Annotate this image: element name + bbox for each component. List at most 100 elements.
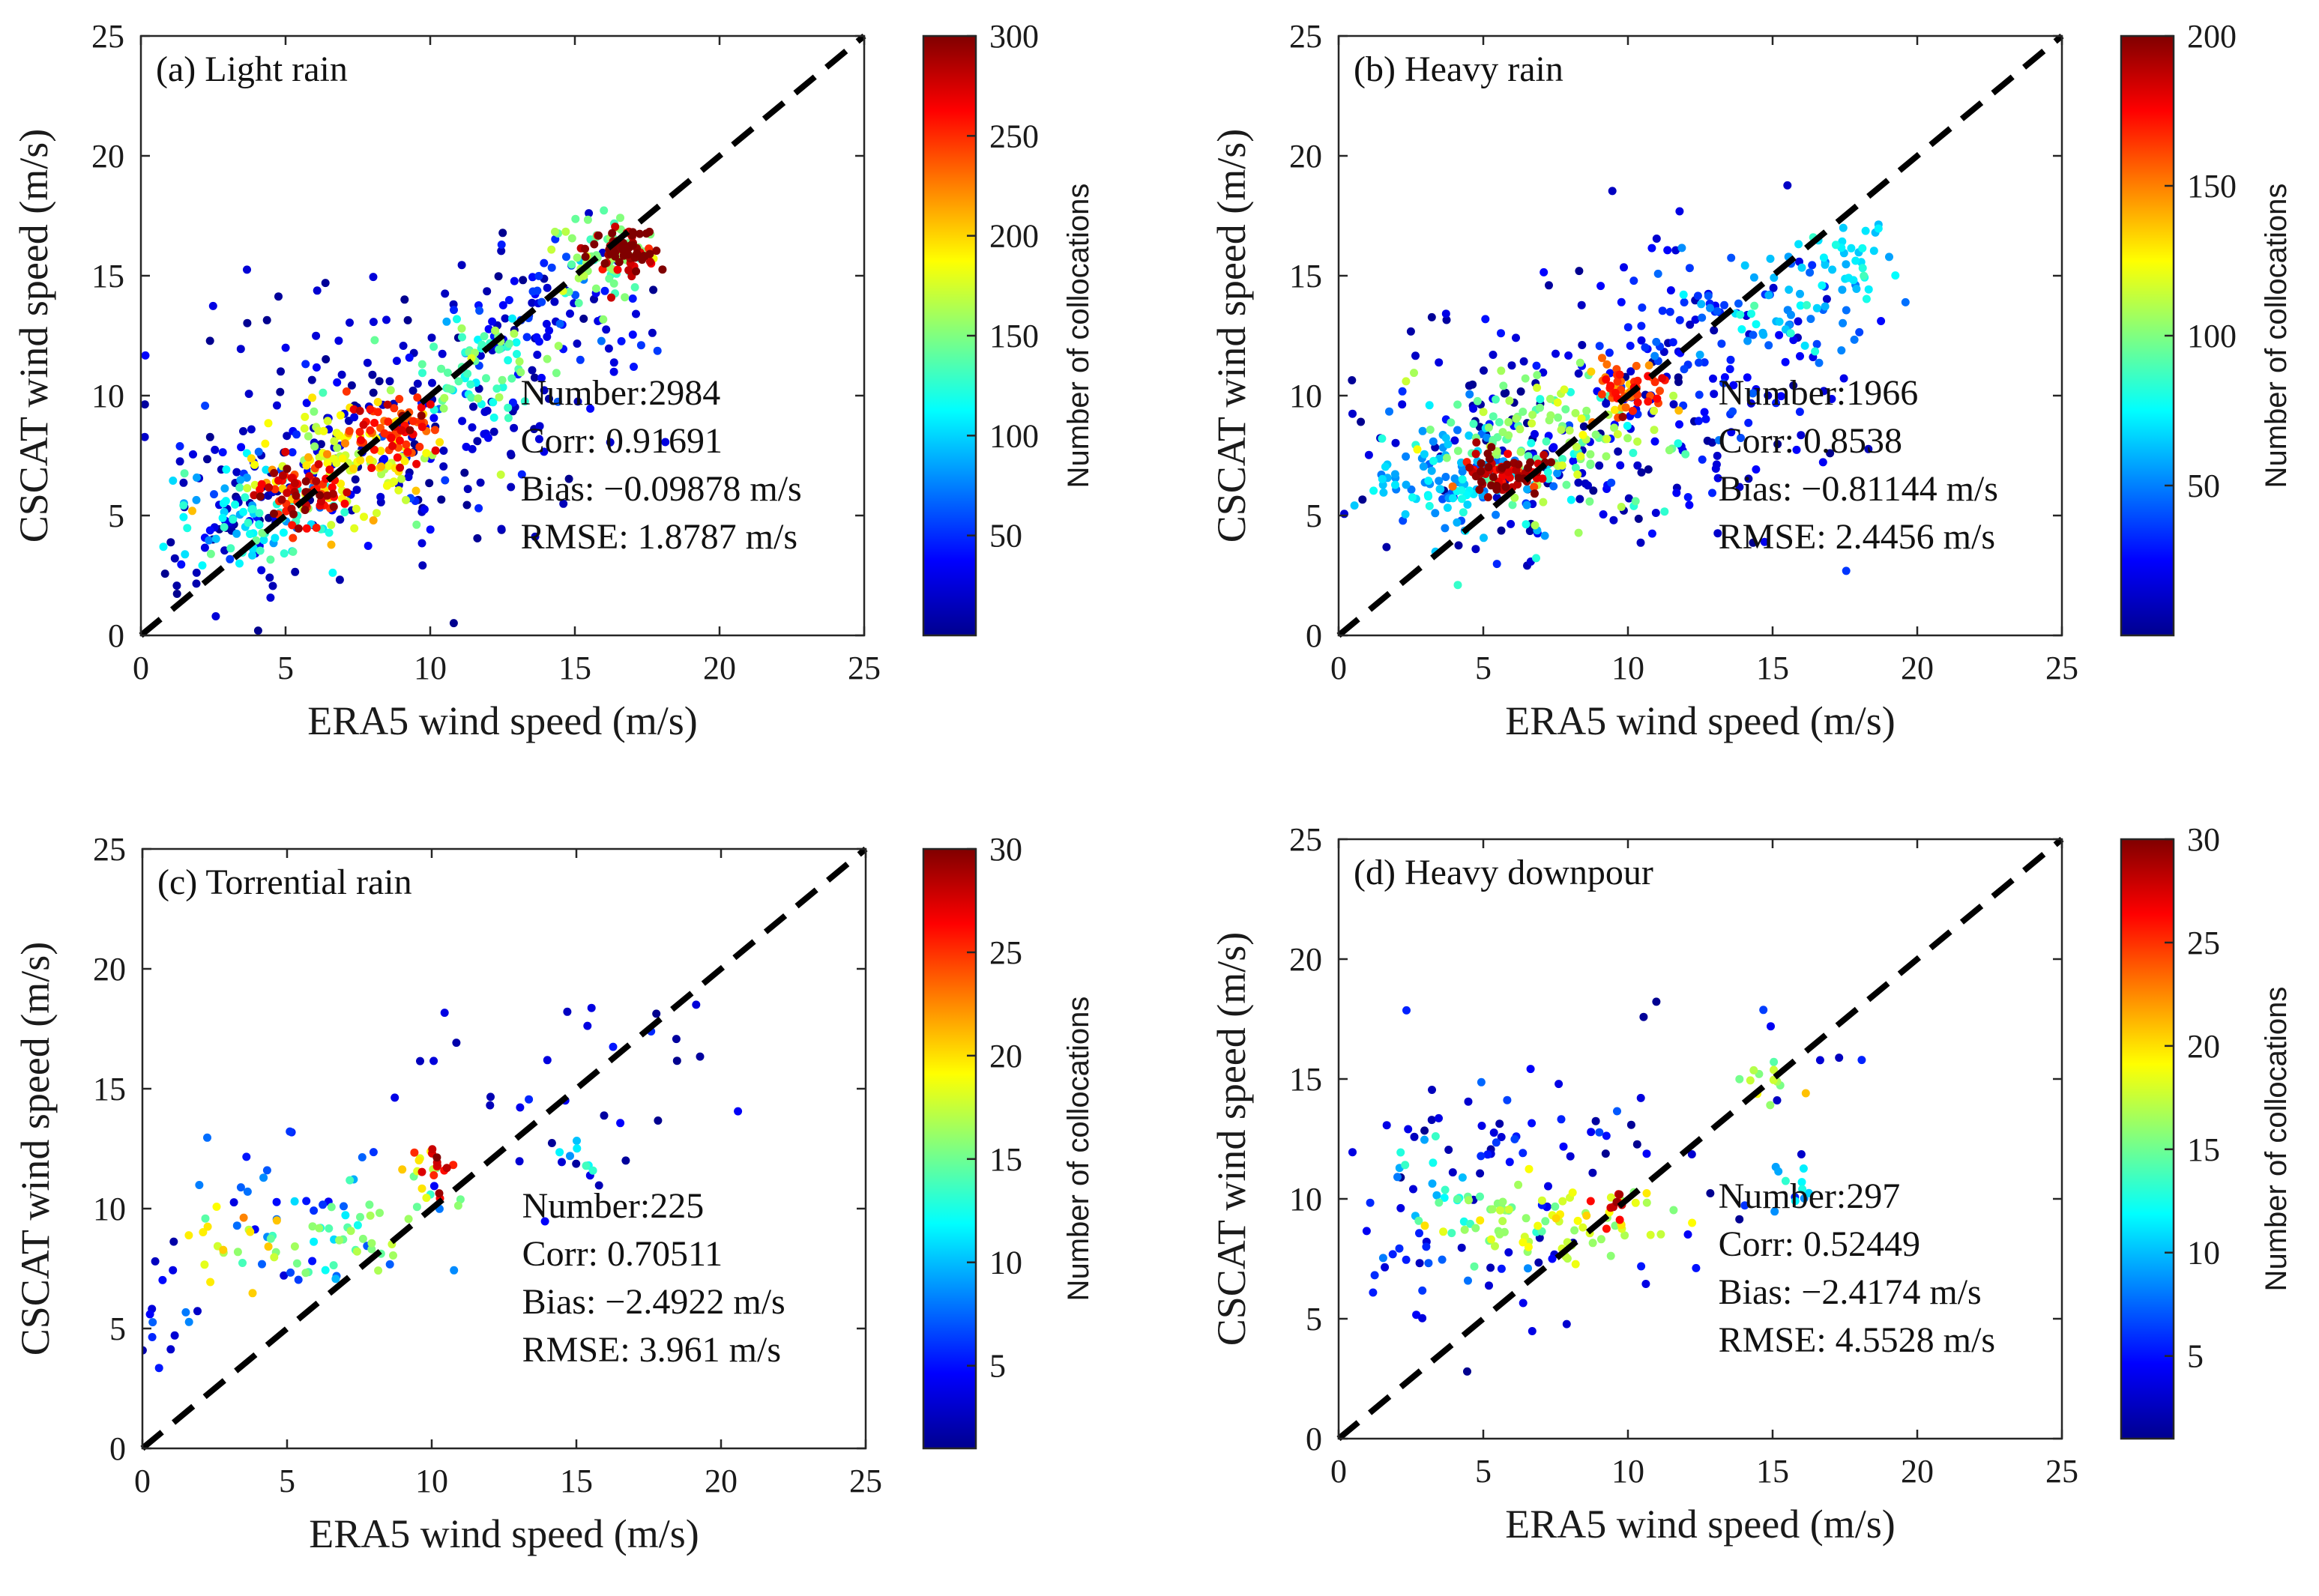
scatter-point	[504, 339, 513, 348]
scatter-point	[1602, 452, 1611, 461]
colorbar-tick-label: 50	[2187, 468, 2220, 504]
scatter-point	[266, 593, 275, 602]
scatter-point	[1713, 529, 1722, 538]
scatter-point	[1504, 417, 1513, 426]
y-axis-label: CSCAT wind speed (m/s)	[1209, 129, 1254, 543]
scatter-point	[1573, 470, 1582, 479]
scatter-point	[286, 1268, 295, 1277]
scatter-point	[1530, 483, 1539, 492]
scatter-point	[1652, 997, 1661, 1006]
y-tick-label: 25	[93, 831, 126, 868]
scatter-point	[1632, 1140, 1641, 1149]
scatter-point	[1891, 271, 1900, 280]
scatter-point	[1503, 1095, 1512, 1104]
scatter-point	[609, 279, 618, 288]
scatter-point	[1480, 366, 1488, 375]
scatter-point	[1420, 1126, 1429, 1135]
scatter-point	[323, 450, 331, 459]
scatter-point	[1764, 391, 1773, 400]
scatter-point	[336, 515, 345, 524]
scatter-point	[1444, 440, 1453, 449]
scatter-point	[486, 1092, 495, 1101]
scatter-point	[1575, 495, 1584, 504]
scatter-point	[1674, 378, 1683, 387]
scatter-point	[473, 533, 482, 542]
scatter-point	[1652, 337, 1661, 346]
scatter-point	[367, 1239, 376, 1248]
scatter-point	[208, 301, 217, 310]
scatter-point	[648, 328, 657, 337]
scatter-point	[1572, 442, 1581, 451]
scatter-point	[1602, 375, 1611, 384]
scatter-point	[1743, 336, 1752, 345]
scatter-point	[1614, 447, 1623, 456]
scatter-point	[1607, 478, 1616, 487]
scatter-point	[201, 402, 210, 410]
scatter-point	[259, 1173, 268, 1182]
scatter-point	[183, 524, 192, 533]
scatter-point	[602, 325, 611, 334]
scatter-point	[1441, 473, 1450, 481]
scatter-point	[250, 491, 259, 500]
scatter-point	[337, 370, 346, 379]
scatter-point	[532, 333, 541, 342]
scatter-point	[1457, 1243, 1466, 1252]
scatter-point	[1496, 1206, 1504, 1215]
scatter-point	[435, 1189, 444, 1198]
scatter-point	[1486, 1263, 1495, 1272]
scatter-point	[1837, 346, 1846, 355]
scatter-point	[1398, 387, 1407, 396]
scatter-point	[211, 534, 220, 543]
x-tick-label: 5	[277, 650, 294, 686]
scatter-point	[1749, 538, 1758, 547]
scatter-point	[1507, 519, 1516, 528]
scatter-point	[418, 369, 426, 378]
one-to-one-line	[140, 846, 868, 1451]
scatter-point	[1540, 267, 1548, 276]
scatter-point	[1653, 269, 1662, 278]
scatter-point	[199, 1228, 208, 1236]
scatter-point	[1855, 327, 1864, 336]
scatter-point	[1639, 1012, 1648, 1021]
scatter-point	[519, 276, 528, 285]
scatter-point	[1828, 265, 1837, 274]
scatter-point	[1492, 395, 1500, 404]
scatter-point	[1513, 480, 1522, 489]
scatter-point	[239, 1213, 248, 1222]
scatter-point	[534, 435, 543, 444]
scatter-point	[179, 513, 188, 522]
scatter-point	[1693, 291, 1702, 300]
y-tick-label: 15	[1289, 1061, 1322, 1098]
scatter-point	[1402, 1255, 1411, 1264]
scatter-point	[413, 379, 422, 388]
scatter-point	[327, 521, 336, 530]
scatter-point	[1598, 354, 1606, 363]
scatter-point	[587, 1003, 596, 1012]
scatter-point	[1767, 1022, 1775, 1031]
scatter-point	[642, 229, 651, 238]
scatter-point	[356, 456, 365, 465]
scatter-point	[412, 459, 421, 468]
scatter-point	[417, 1167, 426, 1176]
scatter-point	[579, 271, 588, 280]
scatter-point	[1773, 440, 1782, 449]
scatter-point	[1666, 286, 1675, 294]
y-tick-label: 5	[1306, 498, 1322, 534]
x-tick-label: 15	[560, 1463, 593, 1499]
scatter-point	[1497, 526, 1506, 535]
scatter-point	[308, 1257, 317, 1266]
scatter-point	[658, 265, 667, 274]
scatter-point	[572, 1159, 581, 1168]
scatter-point	[1560, 385, 1569, 394]
scatter-point	[1656, 1230, 1665, 1239]
scatter-point	[340, 1202, 348, 1211]
scatter-point	[1602, 399, 1611, 408]
scatter-point	[1476, 1192, 1484, 1201]
scatter-point	[1785, 285, 1794, 294]
colorbar-tick-label: 20	[2187, 1028, 2220, 1065]
scatter-point	[226, 554, 235, 563]
scatter-point	[1477, 477, 1486, 486]
scatter-point	[1396, 1203, 1405, 1212]
scatter-point	[1709, 374, 1717, 383]
scatter-point	[169, 1266, 178, 1275]
